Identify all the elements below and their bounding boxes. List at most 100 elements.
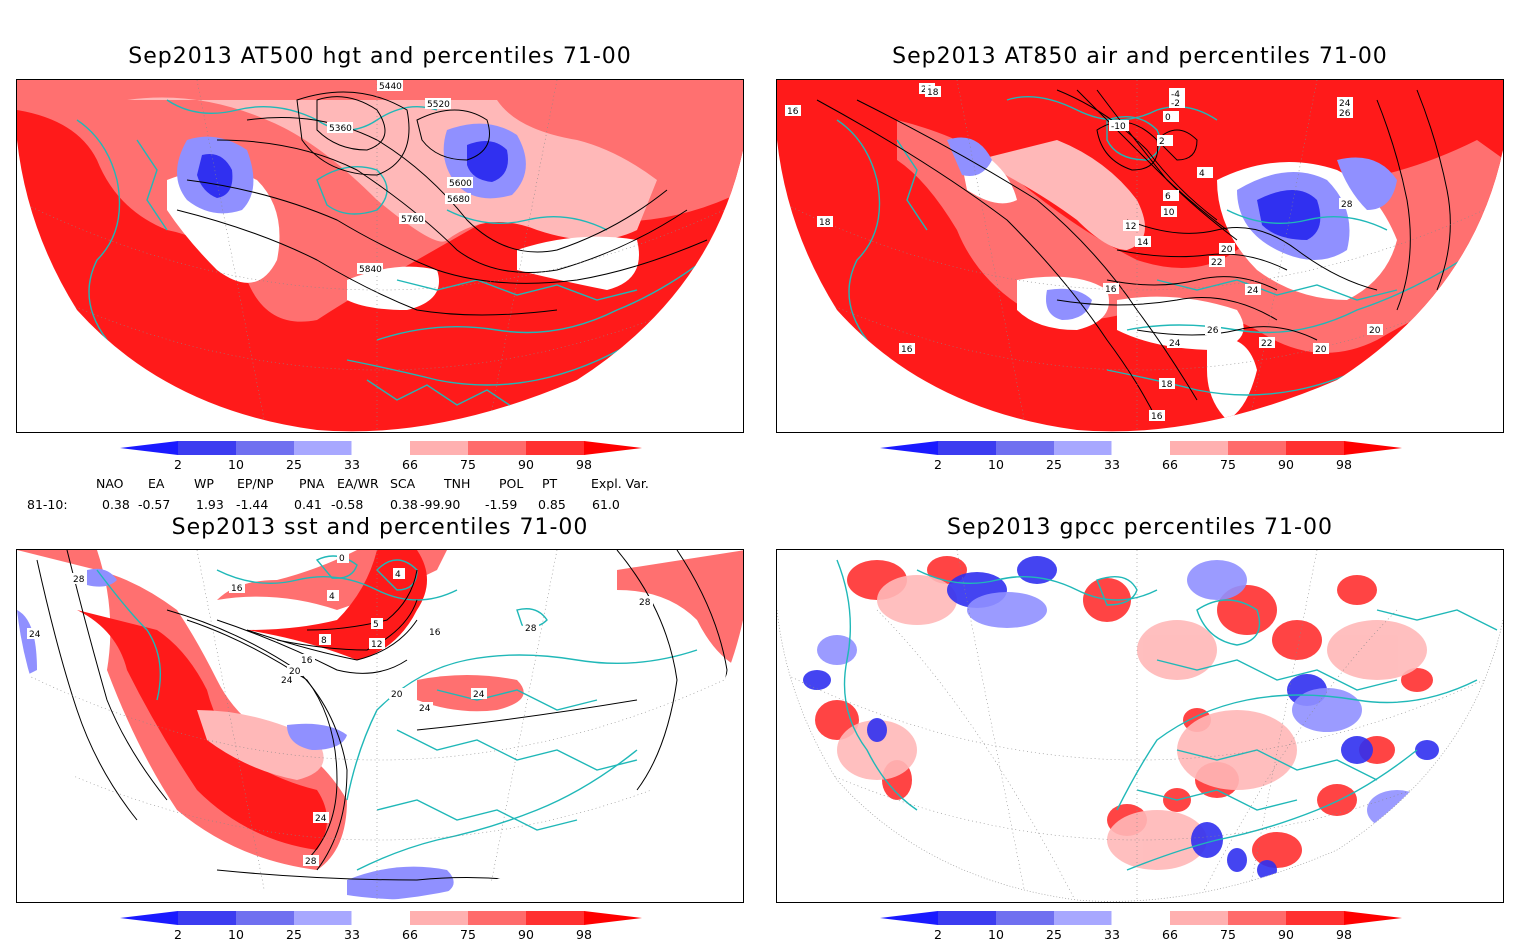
cbar-swatches: 2 10 25 33 66 75 90 98 xyxy=(880,910,1402,942)
cbar-label-0-3: 33 xyxy=(344,457,360,472)
cbar-label-0-4: 66 xyxy=(402,457,418,472)
index-value-pt: 0.85 xyxy=(538,497,566,512)
contour-labels-sst: 28 24 0 4 16 4 8 12 16 20 24 5 16 20 24 … xyxy=(27,552,653,867)
clabel-sst-18: 24 xyxy=(315,814,327,824)
clabel-sst-17: 28 xyxy=(525,624,537,634)
cbar-swatch-0-5 xyxy=(410,441,468,455)
cbar-swatch-3-3 xyxy=(1054,911,1112,925)
clabel-sst-13: 20 xyxy=(391,690,403,700)
cbar-swatches: 2 10 25 33 66 75 90 98 xyxy=(120,910,642,942)
cbar-label-2-7: 98 xyxy=(576,927,592,942)
colorbar-bottom-left: 2 10 25 33 66 75 90 98 xyxy=(120,910,642,942)
clabel-sst-10: 24 xyxy=(281,676,293,686)
title-air: Sep2013 AT850 air and percentiles 71-00 xyxy=(892,44,1388,69)
cbar-swatch-1-5 xyxy=(1170,441,1228,455)
cbar-swatch-2-5 xyxy=(410,911,468,925)
clabel-sst-12: 16 xyxy=(429,628,441,638)
cbar-swatch-2-1 xyxy=(178,911,236,925)
cbar-swatch-2-4 xyxy=(351,910,411,926)
cbar-label-2-2: 25 xyxy=(286,927,302,942)
cbar-label-2-5: 75 xyxy=(460,927,476,942)
clabel-hgt-0: 5440 xyxy=(379,82,402,92)
clabel-sst-2: 0 xyxy=(339,554,345,564)
index-header-nao: NAO xyxy=(96,476,124,491)
index-value-nao: 0.38 xyxy=(102,497,130,512)
clabel-sst-19: 28 xyxy=(305,857,317,867)
clabel-air-18: 24 xyxy=(1247,286,1259,296)
clabel-sst-3: 4 xyxy=(395,570,401,580)
clabel-air-28: 20 xyxy=(1369,326,1381,336)
cbar-swatch-0-2 xyxy=(236,441,294,455)
clabel-air-15: 14 xyxy=(1137,238,1149,248)
clabel-air-25: 16 xyxy=(1151,412,1163,422)
index-value-tnh: -99.90 xyxy=(420,497,461,512)
cbar-label-0-6: 90 xyxy=(518,457,534,472)
cbar-label-3-3: 33 xyxy=(1104,927,1120,942)
clabel-air-2: 16 xyxy=(787,107,799,117)
clabel-sst-4: 16 xyxy=(231,584,243,594)
cbar-label-1-6: 90 xyxy=(1278,457,1294,472)
cbar-swatch-1-4 xyxy=(1111,440,1171,456)
cbar-swatch-2-6 xyxy=(468,911,526,925)
cbar-swatch-2-8 xyxy=(584,911,642,925)
clabel-air-22: 24 xyxy=(1169,339,1181,349)
clabel-hgt-5: 5760 xyxy=(401,215,424,225)
clabel-air-26: 18 xyxy=(819,218,831,228)
clabel-air-7: 2 xyxy=(1159,137,1165,147)
index-header-epnp: EP/NP xyxy=(237,476,274,491)
cbar-label-2-0: 2 xyxy=(174,927,182,942)
cbar-swatch-3-2 xyxy=(996,911,1054,925)
title-gpcc: Sep2013 gpcc percentiles 71-00 xyxy=(947,515,1333,540)
colorbar-top-right: 2 10 25 33 66 75 90 98 xyxy=(880,440,1402,472)
cbar-label-3-1: 10 xyxy=(988,927,1004,942)
cbar-label-0-0: 2 xyxy=(174,457,182,472)
clabel-air-9: 26 xyxy=(1339,109,1351,119)
cbar-label-1-2: 25 xyxy=(1046,457,1062,472)
clabel-air-1: 18 xyxy=(927,88,939,98)
cbar-label-2-4: 66 xyxy=(402,927,418,942)
cbar-swatch-2-7 xyxy=(526,911,584,925)
cbar-swatch-2-2 xyxy=(236,911,294,925)
index-value-explvar: 61.0 xyxy=(592,497,620,512)
cbar-label-2-1: 10 xyxy=(228,927,244,942)
cbar-swatch-2-3 xyxy=(294,911,352,925)
index-header-wp: WP xyxy=(194,476,214,491)
contour-labels-air: 20 18 16 -4 -2 0 -10 2 24 26 28 4 6 10 1… xyxy=(785,83,1383,422)
cbar-label-1-7: 98 xyxy=(1336,457,1352,472)
cbar-label-2-6: 90 xyxy=(518,927,534,942)
cbar-swatch-1-2 xyxy=(996,441,1054,455)
cbar-swatch-3-1 xyxy=(938,911,996,925)
cbar-label-0-1: 10 xyxy=(228,457,244,472)
clabel-sst-0: 28 xyxy=(73,575,85,585)
clabel-sst-5: 4 xyxy=(329,592,335,602)
map-panel-hgt: 5440 5520 5360 5600 5680 5760 5840 xyxy=(16,79,744,433)
index-header-ea: EA xyxy=(148,476,165,491)
cbar-swatch-3-6 xyxy=(1228,911,1286,925)
clabel-air-13: 10 xyxy=(1163,208,1175,218)
clabel-air-23: 20 xyxy=(1315,345,1327,355)
cbar-label-3-4: 66 xyxy=(1162,927,1178,942)
clabel-air-10: 28 xyxy=(1341,200,1353,210)
cbar-swatches: 2 10 25 33 66 75 90 98 xyxy=(120,440,642,472)
index-value-sca: 0.38 xyxy=(390,497,418,512)
clabel-sst-1: 24 xyxy=(29,630,41,640)
clabel-hgt-6: 5840 xyxy=(359,265,382,275)
clabel-air-6: -10 xyxy=(1111,122,1126,132)
cbar-label-2-3: 33 xyxy=(344,927,360,942)
clabel-sst-14: 24 xyxy=(419,704,431,714)
cbar-swatch-1-7 xyxy=(1286,441,1344,455)
clabel-air-3: -4 xyxy=(1171,90,1180,100)
cbar-swatch-0-8 xyxy=(584,441,642,455)
map-panel-sst: 28 24 0 4 16 4 8 12 16 20 24 5 16 20 24 … xyxy=(16,549,744,903)
clabel-air-5: 0 xyxy=(1165,113,1171,123)
clabel-hgt-3: 5600 xyxy=(449,179,472,189)
cbar-label-0-2: 25 xyxy=(286,457,302,472)
index-value-eawr: -0.58 xyxy=(331,497,364,512)
cbar-swatch-1-3 xyxy=(1054,441,1112,455)
cbar-swatch-0-0 xyxy=(120,441,178,455)
cbar-label-3-7: 98 xyxy=(1336,927,1352,942)
cbar-swatch-1-6 xyxy=(1228,441,1286,455)
clabel-air-21: 22 xyxy=(1261,339,1272,349)
cbar-swatch-3-8 xyxy=(1344,911,1402,925)
clabel-hgt-1: 5520 xyxy=(427,100,450,110)
